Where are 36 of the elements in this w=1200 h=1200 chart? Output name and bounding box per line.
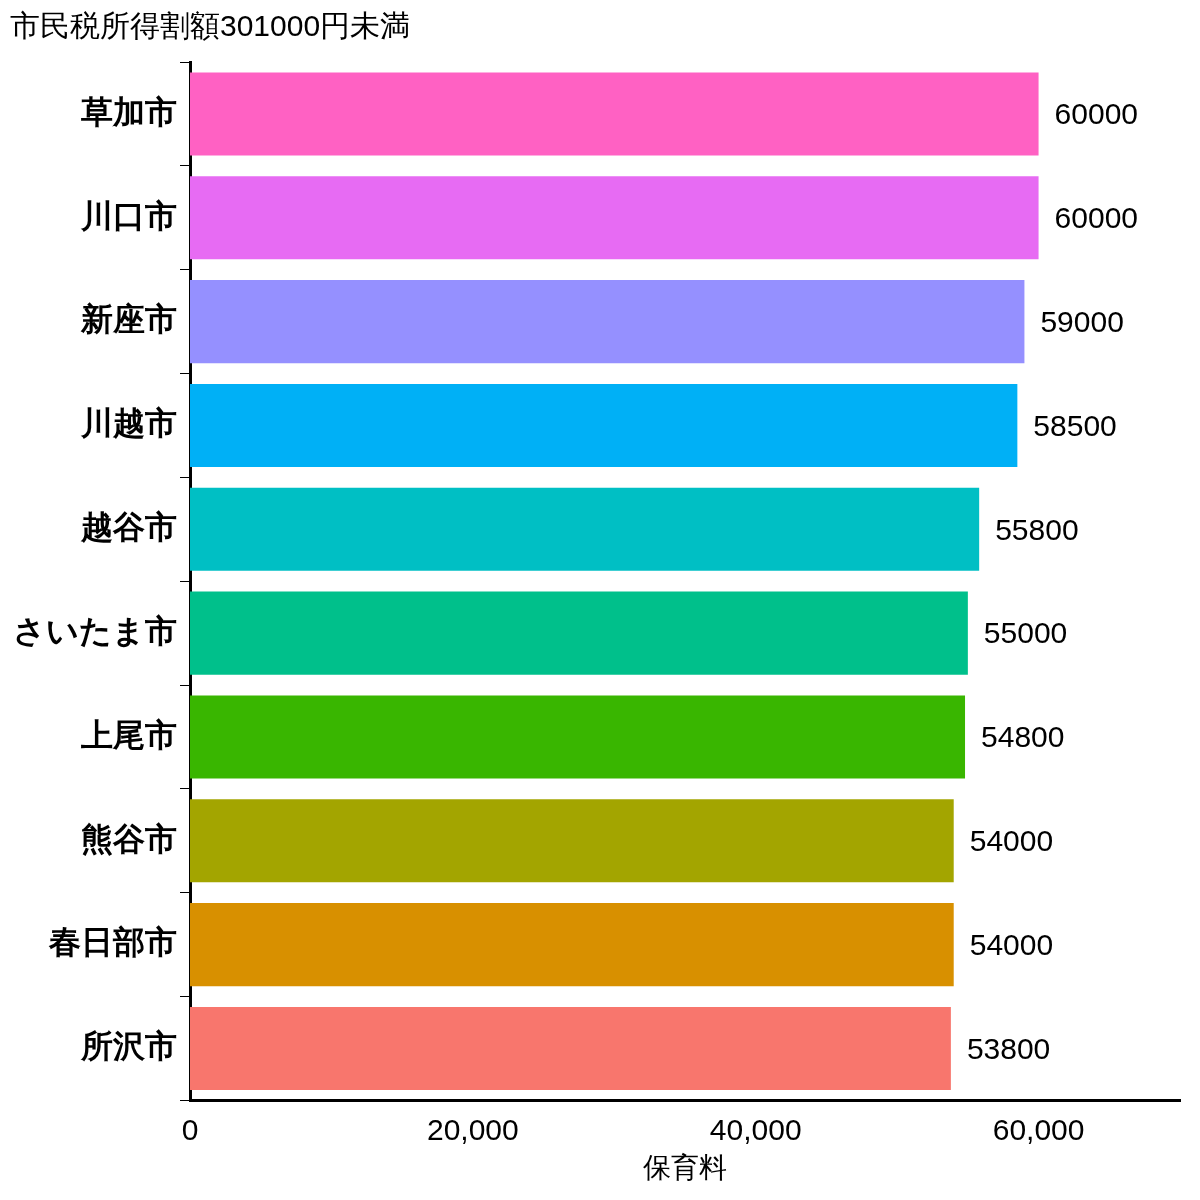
- bar: [190, 591, 968, 675]
- bar: [190, 176, 1039, 260]
- bar: [190, 72, 1039, 156]
- y-tick-label: さいたま市: [13, 612, 177, 649]
- bar: [190, 487, 980, 571]
- bar: [190, 1006, 951, 1091]
- data-label: 54000: [969, 927, 1054, 961]
- x-tick-label: 20,000: [426, 1112, 519, 1146]
- y-tick-label: 春日部市: [48, 924, 177, 961]
- y-tick-label: 越谷市: [80, 509, 177, 546]
- y-tick-label: 川口市: [80, 197, 177, 234]
- data-label: 58500: [1033, 408, 1117, 442]
- y-tick-label: 川越市: [80, 405, 177, 442]
- data-label: 54800: [981, 720, 1065, 754]
- bar: [190, 903, 954, 987]
- y-tick-label: 草加市: [81, 93, 177, 130]
- data-label: 55000: [983, 616, 1068, 650]
- y-tick-label: 所沢市: [80, 1028, 177, 1065]
- y-tick-label: 新座市: [80, 301, 177, 338]
- data-label: 55800: [995, 512, 1079, 546]
- chart-title: 市民税所得割額301000円未満: [10, 9, 411, 43]
- x-tick-label: 60,000: [992, 1112, 1085, 1146]
- bar: [190, 799, 954, 883]
- data-label: 59000: [1040, 304, 1124, 338]
- y-tick-label: 熊谷市: [81, 820, 177, 857]
- x-axis-title: 保育料: [643, 1151, 727, 1183]
- data-label: 54000: [969, 824, 1054, 858]
- bar: [190, 695, 966, 779]
- bar: [190, 280, 1025, 364]
- y-tick-label: 上尾市: [80, 716, 177, 753]
- data-label: 53800: [966, 1031, 1051, 1065]
- data-label: 60000: [1054, 201, 1139, 235]
- bar: [190, 383, 1018, 467]
- data-label: 60000: [1054, 97, 1139, 131]
- x-tick-label: 40,000: [709, 1112, 802, 1146]
- x-tick-label: 0: [181, 1112, 199, 1146]
